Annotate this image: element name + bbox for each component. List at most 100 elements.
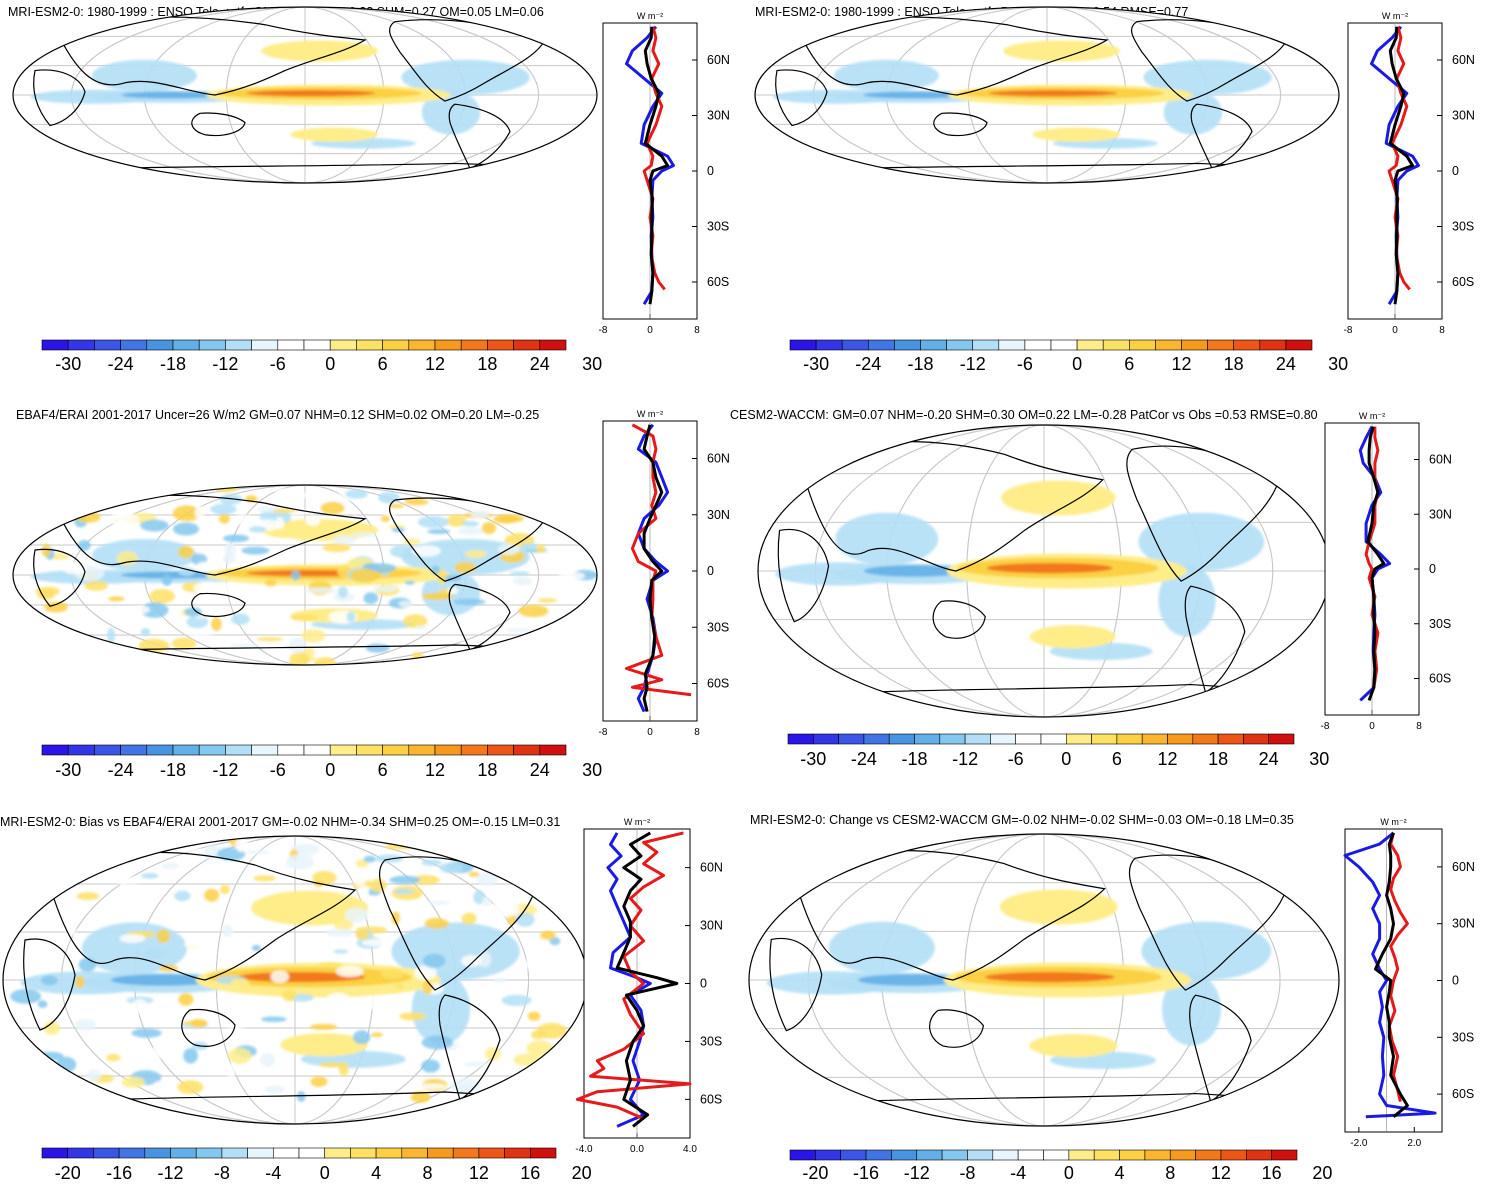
colorbar-bin xyxy=(225,744,252,756)
noise-anomaly xyxy=(37,1000,48,1009)
colorbar-tick-label: 30 xyxy=(582,354,602,374)
colorbar-tick-label: -12 xyxy=(904,1163,930,1183)
noise-anomaly xyxy=(149,588,175,604)
noise-anomaly xyxy=(403,614,428,628)
noise-anomaly xyxy=(260,1052,275,1068)
noise-anomaly xyxy=(488,901,520,918)
x-tick-label: 0 xyxy=(647,325,653,336)
colorbar-bin xyxy=(478,1147,505,1159)
colorbar-bin xyxy=(841,339,869,351)
noise-anomaly xyxy=(370,1032,383,1037)
colorbar-tick-label: 12 xyxy=(1171,354,1191,374)
noise-anomaly xyxy=(216,582,243,596)
noise-anomaly xyxy=(310,1076,328,1087)
negative-anomaly xyxy=(1143,59,1272,95)
panel-middle-right: CESM2-WACCM: GM=0.07 NHM=-0.20 SHM=0.30 … xyxy=(730,408,1452,769)
negative-anomaly xyxy=(111,974,217,986)
colorbar-bin xyxy=(891,1149,918,1161)
negative-anomaly xyxy=(121,91,227,99)
colorbar-tick-label: -30 xyxy=(55,760,81,780)
colorbar-tick-label: 12 xyxy=(1157,749,1177,769)
colorbar-bin xyxy=(1271,1149,1298,1161)
noise-anomaly xyxy=(351,532,376,537)
colorbar-bin xyxy=(427,1147,454,1159)
noise-anomaly xyxy=(464,549,487,559)
noise-anomaly xyxy=(470,617,485,627)
profile-line-mean xyxy=(1388,26,1415,305)
colorbar-tick-label: 0 xyxy=(325,354,335,374)
panel-middle-left: EBAF4/ERAI 2001-2017 Uncer=26 W/m2 GM=0.… xyxy=(12,408,730,780)
coastline xyxy=(933,601,985,638)
noise-anomaly xyxy=(561,964,587,975)
noise-anomaly xyxy=(431,565,441,575)
colorbar-bin xyxy=(41,1147,69,1159)
colorbar-tick-label: 6 xyxy=(1112,749,1122,769)
negative-anomaly xyxy=(30,89,159,104)
colorbar: -30 -24 -18 -12 -6 0 6 12 18 24 30 xyxy=(41,744,602,780)
noise-anomaly xyxy=(346,611,356,623)
anomaly-field xyxy=(30,40,530,149)
colorbar-bin xyxy=(539,339,567,351)
positive-anomaly xyxy=(986,562,1113,574)
coastline xyxy=(55,17,365,95)
noise-anomaly xyxy=(322,543,351,553)
noise-anomaly xyxy=(505,627,536,633)
colorbar-bin xyxy=(298,1147,326,1159)
noise-anomaly xyxy=(317,962,344,967)
colorbar-bin xyxy=(1155,339,1182,351)
noise-anomaly xyxy=(142,948,165,959)
colorbar-tick-label: -24 xyxy=(851,749,877,769)
colorbar-tick-label: -18 xyxy=(907,354,933,374)
noise-anomaly xyxy=(537,598,558,603)
colorbar-bin xyxy=(1259,339,1287,351)
colorbar-bin xyxy=(1243,733,1270,745)
panel-bottom-right: MRI-ESM2-0: Change vs CESM2-WACCM GM=-0.… xyxy=(748,813,1475,1183)
colorbar-bin xyxy=(840,1149,867,1161)
noise-anomaly xyxy=(224,1026,249,1040)
noise-anomaly xyxy=(399,1012,427,1021)
lat-tick-label: 30S xyxy=(1452,1030,1474,1044)
colorbar-tick-label: 8 xyxy=(1165,1163,1175,1183)
noise-anomaly xyxy=(411,875,440,885)
colorbar-bin xyxy=(990,733,1017,745)
coastline xyxy=(55,495,365,575)
coastline xyxy=(182,1010,235,1047)
noise-anomaly xyxy=(301,629,326,643)
coastline xyxy=(797,17,1107,95)
noise-anomaly xyxy=(156,929,170,944)
noise-anomaly xyxy=(135,605,150,614)
noise-anomaly xyxy=(485,1047,501,1061)
noise-anomaly xyxy=(333,949,349,954)
noise-anomaly xyxy=(345,489,368,499)
negative-anomaly xyxy=(775,562,901,586)
lat-tick-label: 0 xyxy=(1452,974,1459,988)
noise-anomaly xyxy=(183,1047,198,1064)
colorbar-bin xyxy=(1050,339,1078,351)
colorbar-bin xyxy=(452,1147,480,1159)
colorbar-bin xyxy=(1246,1149,1272,1161)
colorbar-bin xyxy=(1220,1149,1247,1161)
colorbar-bin xyxy=(998,339,1026,351)
colorbar-tick-label: -12 xyxy=(952,749,978,769)
colorbar-tick-label: -16 xyxy=(853,1163,879,1183)
negative-anomaly xyxy=(772,89,901,104)
noise-anomaly xyxy=(482,896,492,907)
colorbar-bin xyxy=(146,339,174,351)
positive-anomaly xyxy=(1029,625,1116,649)
colorbar-tick-label: -4 xyxy=(265,1163,281,1183)
colorbar-tick-label: 16 xyxy=(1262,1163,1282,1183)
noise-anomaly xyxy=(227,1063,236,1079)
coastline xyxy=(934,113,987,135)
noise-anomaly xyxy=(44,601,68,613)
noise-anomaly xyxy=(77,540,91,551)
lat-tick-label: 60N xyxy=(700,861,723,875)
noise-anomaly xyxy=(291,843,320,856)
noise-anomaly xyxy=(177,545,195,559)
x-tick-label: 8 xyxy=(1416,721,1422,732)
colorbar-tick-label: 30 xyxy=(1328,354,1348,374)
map-field xyxy=(755,7,1339,183)
colorbar-bin xyxy=(529,1147,557,1159)
panel-top-right: MRI-ESM2-0: 1980-1999 : ENSO Tele. : rtf… xyxy=(754,5,1475,374)
noise-anomaly xyxy=(37,588,55,600)
profile-line-mean xyxy=(615,831,679,1128)
